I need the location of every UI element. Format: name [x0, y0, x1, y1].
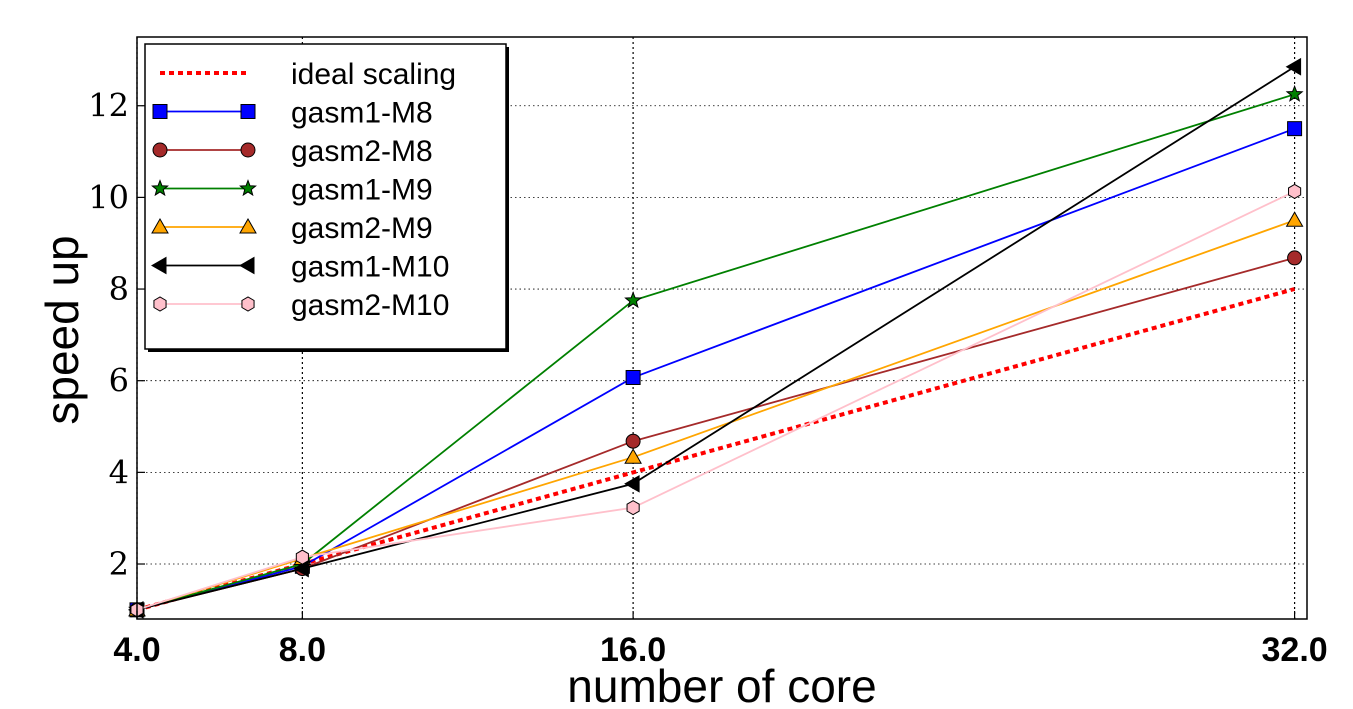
legend-marker-start-gasm2-M8	[152, 142, 168, 158]
legend-label-gasm2-M10: gasm2-M10	[291, 289, 449, 322]
point-gasm2-M8-3	[1287, 250, 1303, 266]
point-gasm1-M8-3	[1287, 121, 1303, 137]
legend-label-gasm1-M9: gasm1-M9	[291, 174, 433, 207]
y-tick-label-2: 6	[109, 362, 129, 400]
point-gasm1-M10-2	[624, 474, 640, 493]
point-gasm1-M9-2	[624, 291, 643, 309]
legend-marker-end-gasm2-M9	[239, 217, 257, 234]
point-gasm2-M10-3	[1288, 183, 1302, 200]
legend-marker-end-gasm1-M10	[238, 256, 255, 275]
plot-frame	[136, 36, 1308, 620]
y-tick-label-4: 10	[88, 178, 129, 216]
point-gasm2-M10-2	[626, 500, 640, 516]
legend-box	[144, 43, 507, 350]
x-tick-label-0: 4.0	[113, 631, 160, 669]
legend: ideal scaling gasm1-M8 gasm2-M8 gasm1-M9 gas…	[144, 43, 509, 352]
legend-marker-start-gasm1-M10	[150, 256, 167, 275]
legend-marker-end-gasm2-M10	[241, 296, 255, 312]
legend-marker-start-gasm1-M8	[152, 104, 168, 119]
legend-marker-start-gasm2-M9	[151, 217, 169, 234]
legend-label-gasm1-M10: gasm1-M10	[291, 251, 449, 284]
legend-label-gasm2-M9: gasm2-M9	[291, 212, 433, 245]
point-gasm2-M9-3	[1285, 211, 1304, 227]
x-axis-label: number of core	[567, 660, 876, 709]
series-layer	[127, 57, 1304, 619]
y-tick-label-3: 8	[109, 270, 129, 308]
series-line-gasm2-M10	[136, 190, 1295, 611]
legend-marker-end-gasm1-M9	[239, 179, 257, 197]
legend-marker-end-gasm1-M8	[240, 104, 256, 119]
y-tick-label-5: 12	[88, 87, 129, 125]
x-tick-label-2: 16.0	[600, 631, 666, 669]
point-gasm1-M10-1	[293, 559, 309, 578]
point-gasm1-M10-3	[1285, 57, 1302, 76]
y-axis-label: speed up	[36, 235, 88, 424]
ticks: 4.0 8.0 16.0 32.0 2 4 6 8 10 12	[88, 87, 1327, 669]
y-tick-label-1: 4	[109, 453, 129, 491]
series-line-gasm1-M10	[136, 66, 1296, 611]
legend-label-gasm2-M8: gasm2-M8	[291, 135, 433, 168]
point-gasm2-M8-2	[625, 433, 641, 449]
point-gasm1-M9-3	[1285, 84, 1304, 102]
legend-marker-start-gasm2-M10	[153, 296, 167, 312]
point-gasm1-M8-2	[625, 369, 641, 385]
series-line-gasm1-M8	[136, 127, 1295, 611]
legend-marker-end-gasm2-M8	[240, 142, 256, 158]
x-tick-label-3: 32.0	[1262, 631, 1328, 669]
series-line-gasm1-M9	[136, 93, 1295, 611]
legend-label-gasm1-M8: gasm1-M8	[291, 97, 433, 130]
point-gasm2-M10-1	[295, 549, 309, 565]
legend-label-ideal scaling: ideal scaling	[291, 58, 456, 91]
point-gasm2-M9-2	[624, 448, 642, 464]
y-tick-label-0: 2	[109, 545, 129, 583]
legend-marker-start-gasm1-M9	[151, 179, 169, 197]
x-tick-label-1: 8.0	[279, 631, 326, 669]
